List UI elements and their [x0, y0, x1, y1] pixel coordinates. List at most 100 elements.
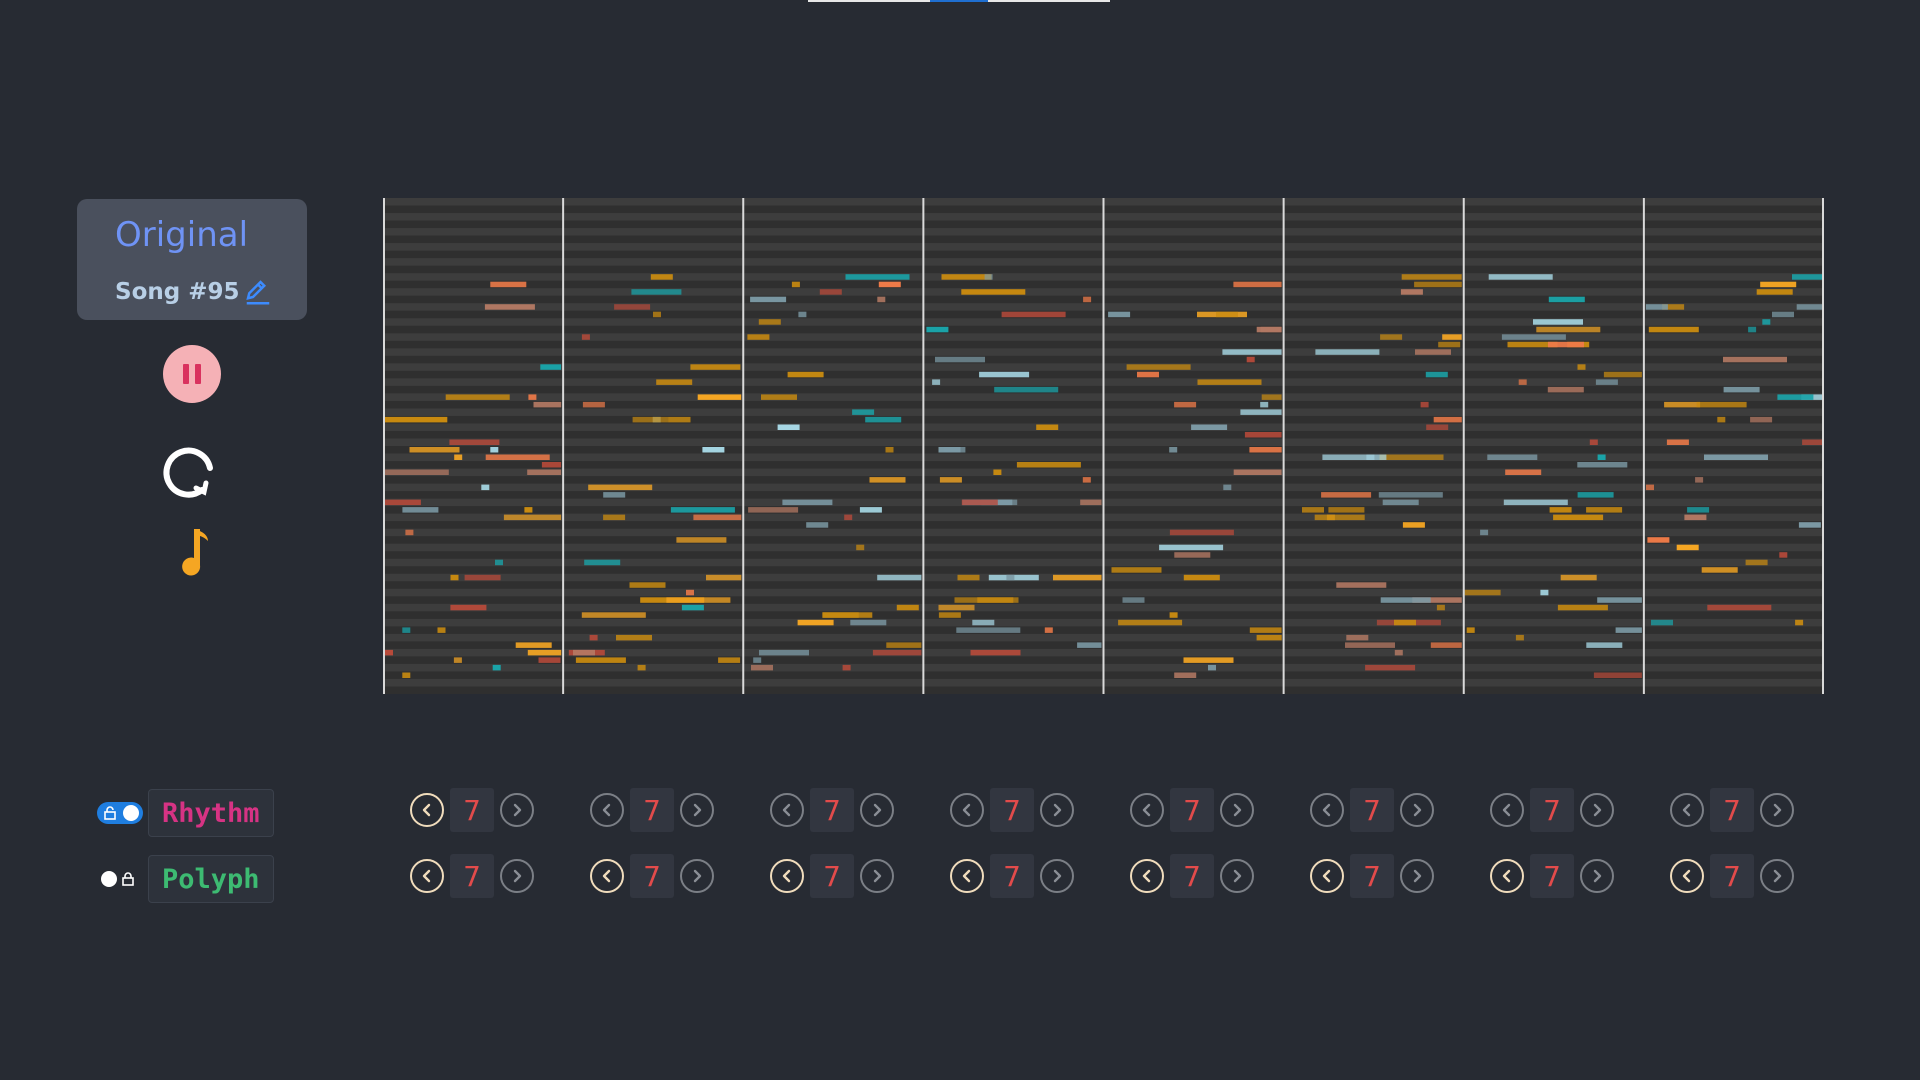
- stepper: 7: [1310, 788, 1434, 832]
- note: [1400, 289, 1423, 295]
- chevron-right-icon: [693, 869, 702, 883]
- note: [1647, 537, 1670, 543]
- increment-button[interactable]: [860, 859, 894, 893]
- note: [1083, 296, 1092, 303]
- note: [384, 499, 421, 506]
- increment-button[interactable]: [1220, 793, 1254, 827]
- track-label-rhythm[interactable]: Rhythm: [148, 789, 274, 837]
- note: [1707, 604, 1772, 611]
- track-label-polyph[interactable]: Polyph: [148, 855, 274, 903]
- decrement-button[interactable]: [1490, 859, 1524, 893]
- decrement-button[interactable]: [1130, 793, 1164, 827]
- decrement-button[interactable]: [410, 793, 444, 827]
- increment-button[interactable]: [1040, 859, 1074, 893]
- instrument-button[interactable]: [170, 525, 216, 579]
- increment-button[interactable]: [680, 859, 714, 893]
- decrement-button[interactable]: [770, 793, 804, 827]
- loop-button[interactable]: [160, 440, 222, 502]
- note: [581, 612, 646, 618]
- note: [1745, 559, 1768, 566]
- note: [1126, 364, 1191, 370]
- note: [1595, 379, 1618, 385]
- note: [629, 582, 666, 588]
- note: [1016, 462, 1081, 468]
- decrement-button[interactable]: [1670, 859, 1704, 893]
- decrement-button[interactable]: [1130, 859, 1164, 893]
- note: [1597, 597, 1642, 603]
- chevron-left-icon: [1682, 869, 1691, 883]
- increment-button[interactable]: [860, 793, 894, 827]
- step-value: 7: [630, 788, 674, 832]
- stepper: 7: [410, 788, 534, 832]
- chevron-left-icon: [1682, 803, 1691, 817]
- note: [1436, 604, 1445, 611]
- note: [1553, 514, 1604, 521]
- note: [1222, 349, 1282, 355]
- decrement-button[interactable]: [1310, 859, 1344, 893]
- note: [1261, 394, 1282, 400]
- increment-button[interactable]: [1400, 859, 1434, 893]
- note: [656, 379, 693, 385]
- note: [1260, 401, 1269, 408]
- note: [1414, 281, 1462, 288]
- chevron-right-icon: [693, 803, 702, 817]
- note: [865, 416, 902, 423]
- increment-button[interactable]: [500, 793, 534, 827]
- note: [1345, 642, 1395, 648]
- decrement-button[interactable]: [1670, 793, 1704, 827]
- note: [859, 507, 882, 513]
- progress-bar[interactable]: [808, 0, 1110, 2]
- note: [747, 334, 770, 340]
- increment-button[interactable]: [1220, 859, 1254, 893]
- increment-button[interactable]: [1760, 859, 1794, 893]
- decrement-button[interactable]: [950, 793, 984, 827]
- note: [1701, 567, 1738, 573]
- step-value: 7: [630, 854, 674, 898]
- note: [1549, 507, 1572, 513]
- note: [450, 604, 487, 611]
- piano-roll[interactable]: [383, 198, 1824, 694]
- note: [753, 657, 762, 663]
- increment-button[interactable]: [1040, 793, 1074, 827]
- track-toggle[interactable]: [97, 802, 143, 824]
- decrement-button[interactable]: [770, 859, 804, 893]
- note: [449, 439, 500, 445]
- note: [748, 507, 799, 513]
- note: [1762, 319, 1771, 325]
- chevron-left-icon: [962, 803, 971, 817]
- step-value: 7: [450, 854, 494, 898]
- decrement-button[interactable]: [590, 793, 624, 827]
- song-card: Original Song #95: [77, 199, 307, 320]
- note: [1208, 664, 1216, 671]
- decrement-button[interactable]: [410, 859, 444, 893]
- note: [1379, 454, 1444, 460]
- increment-button[interactable]: [1580, 859, 1614, 893]
- song-mode-title[interactable]: Original: [115, 215, 249, 255]
- decrement-button[interactable]: [1310, 793, 1344, 827]
- track-toggle[interactable]: [97, 868, 143, 890]
- note: [926, 326, 949, 333]
- step-value: 7: [990, 854, 1034, 898]
- stepper: 7: [1130, 788, 1254, 832]
- increment-button[interactable]: [500, 859, 534, 893]
- decrement-button[interactable]: [950, 859, 984, 893]
- increment-button[interactable]: [1400, 793, 1434, 827]
- note: [1183, 657, 1234, 663]
- note: [1756, 289, 1793, 295]
- decrement-button[interactable]: [1490, 793, 1524, 827]
- stepper: 7: [1670, 788, 1794, 832]
- chevron-right-icon: [1413, 803, 1422, 817]
- note: [402, 627, 411, 633]
- note: [939, 477, 962, 483]
- pencil-icon[interactable]: [243, 277, 273, 307]
- note: [852, 409, 875, 415]
- increment-button[interactable]: [1580, 793, 1614, 827]
- note: [984, 274, 993, 280]
- increment-button[interactable]: [680, 793, 714, 827]
- note: [938, 604, 975, 611]
- note: [896, 604, 919, 611]
- note: [1577, 462, 1628, 468]
- pause-button[interactable]: [163, 345, 221, 403]
- decrement-button[interactable]: [590, 859, 624, 893]
- increment-button[interactable]: [1760, 793, 1794, 827]
